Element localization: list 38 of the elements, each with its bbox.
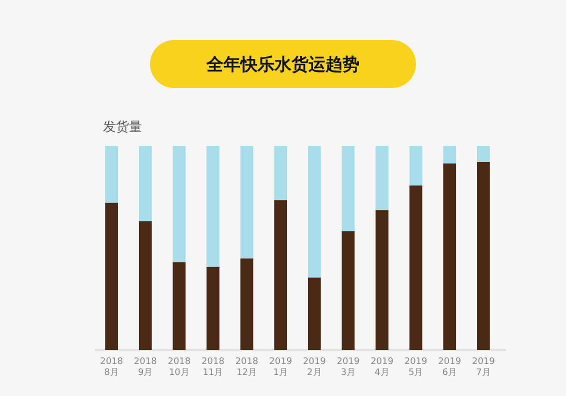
x-tick-label: 2018 8月 [100, 357, 124, 378]
bar [138, 146, 152, 222]
bar [308, 146, 321, 278]
x-tick-label: 2018 11月 [202, 357, 225, 378]
bar [172, 262, 186, 350]
x-tick-label: 2019 7月 [472, 357, 496, 378]
bar [206, 266, 220, 350]
bar [240, 146, 254, 258]
bar [443, 163, 456, 350]
bar [105, 202, 118, 350]
x-tick-label: 2019 1月 [269, 357, 292, 378]
bar [443, 146, 456, 164]
bar [172, 146, 186, 262]
y-axis-title: 发货量 [103, 120, 142, 135]
x-tick-label: 2018 10月 [168, 357, 191, 378]
bar [274, 146, 288, 200]
x-tick-label: 2018 12月 [235, 357, 259, 378]
bar [240, 258, 254, 350]
bar [342, 231, 355, 350]
x-tick-label: 2019 2月 [302, 357, 326, 378]
bar [342, 146, 355, 232]
bar [477, 146, 490, 162]
bar [477, 162, 490, 350]
bar [274, 200, 288, 350]
bar [376, 146, 388, 210]
bar [206, 146, 220, 267]
bar [376, 210, 388, 350]
bar [409, 146, 422, 186]
chart-title: 全年快乐水货运趋势 [206, 55, 360, 75]
bar [308, 278, 321, 350]
x-tick-label: 2019 4月 [370, 357, 394, 378]
x-tick-label: 2019 3月 [336, 357, 360, 378]
x-tick-label: 2019 5月 [404, 357, 428, 378]
bar [138, 221, 152, 350]
bar [105, 146, 118, 203]
x-tick-label: 2018 9月 [134, 357, 158, 378]
x-tick-label: 2019 6月 [438, 357, 462, 378]
bar [409, 185, 422, 350]
